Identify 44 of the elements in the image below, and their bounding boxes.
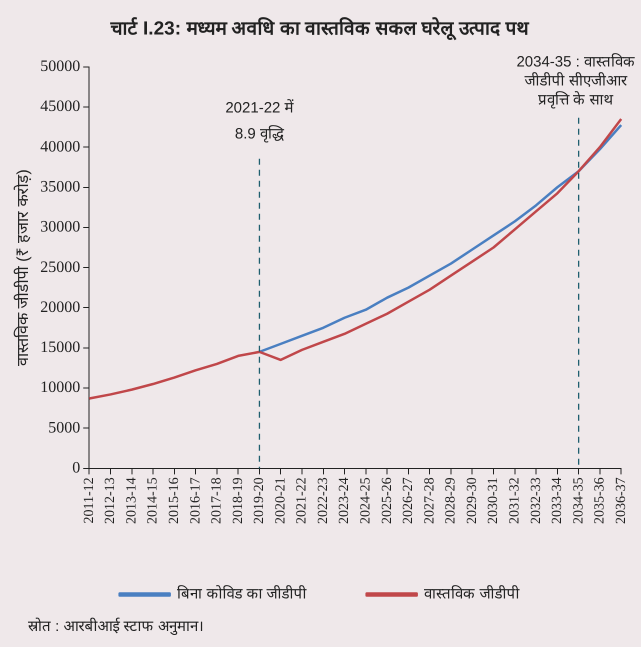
x-tick-label: 2017-18 [210,477,225,524]
x-tick-label: 2013-14 [124,477,140,524]
y-tick-label: 25000 [40,258,80,276]
ref-line-label: 2021-22 में 8.9 वृद्धि [225,98,295,144]
x-tick-label: 2022-23 [316,477,331,524]
x-tick-label: 2018-19 [230,477,246,524]
y-tick-label: 15000 [40,339,80,356]
legend-label: बिना कोविड का जीडीपी [177,584,308,603]
chart-title: चार्ट I.23: मध्यम अवधि का वास्तविक सकल घरेलू उत्पाद पथ [110,16,530,41]
ref-line-label: 2034-35 : वास्तविक जीडीपी सीएजीआर प्रवृत्ति के साथ [516,52,636,110]
x-tick-label: 2032-33 [528,477,544,524]
x-tick-label: 2012-13 [103,477,118,524]
y-tick-label: 35000 [40,178,80,196]
text: स्रोत : आरबीआई स्टाफ अनुमान। [28,616,204,635]
y-tick-label: 20000 [40,298,80,316]
y-tick-label: 0 [72,460,80,477]
x-tick-label: 2016-17 [188,477,204,524]
x-tick-label: 2024-25 [358,477,374,524]
y-axis-title: वास्तविक जीडीपी (₹ हजार करोड़) [13,169,32,366]
y-tick-label: 30000 [40,218,80,236]
x-tick-label: 2026-27 [401,477,416,524]
x-tick-label: 2031-32 [507,477,522,524]
x-tick-label: 2020-21 [273,477,288,524]
x-tick-label: 2019-20 [252,477,268,524]
x-tick-label: 2034-35 [571,477,586,524]
x-tick-label: 2029-30 [464,477,480,524]
x-tick-label: 2011-12 [82,477,97,524]
x-tick-label: 2035-36 [592,477,608,524]
legend-label: वास्तविक जीडीपी [424,584,520,603]
x-tick-label: 2030-31 [486,477,502,524]
y-tick-label: 10000 [40,379,80,396]
x-tick-label: 2033-34 [550,477,566,524]
y-tick-label: 40000 [40,138,80,156]
x-tick-label: 2028-29 [444,477,459,524]
x-tick-label: 2015-16 [166,477,182,524]
y-tick-label: 45000 [40,98,80,116]
y-tick-label: 50000 [40,58,80,76]
x-tick-label: 2036-37 [614,477,629,524]
x-tick-label: 2023-24 [337,477,352,524]
x-tick-label: 2014-15 [146,477,161,524]
x-tick-label: 2021-22 [294,477,310,524]
x-tick-label: 2027-28 [422,477,438,524]
y-tick-label: 5000 [48,419,80,436]
x-tick-label: 2025-26 [380,477,395,524]
